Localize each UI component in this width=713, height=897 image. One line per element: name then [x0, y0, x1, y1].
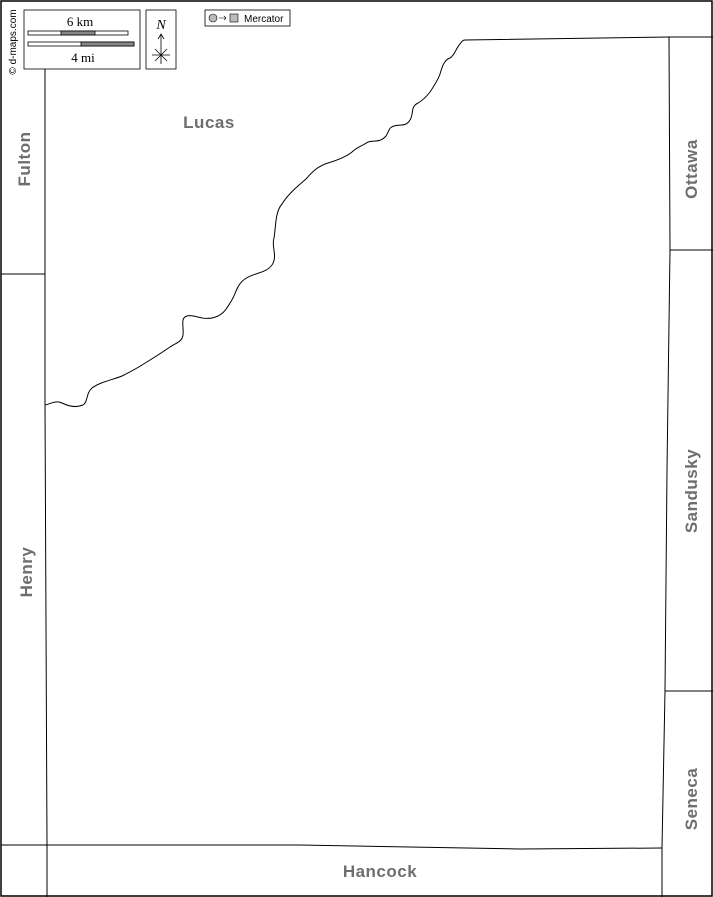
east-boundary — [661, 36, 671, 897]
scale-km-label: 6 km — [67, 14, 93, 29]
north-arrow: N — [145, 9, 177, 70]
arrow-right-icon — [219, 15, 227, 21]
north-letter: N — [155, 18, 166, 33]
county-label-ottawa: Ottawa — [682, 139, 701, 199]
projection-frame — [204, 9, 291, 27]
county-boundaries — [1, 36, 713, 897]
scale-mi-segment — [80, 41, 135, 47]
county-label-hancock: Hancock — [343, 862, 417, 881]
compass-icon — [152, 33, 170, 64]
scale-bar: 6 km 4 mi — [23, 9, 141, 70]
south-boundary — [1, 844, 663, 850]
county-label-seneca: Seneca — [682, 768, 701, 831]
lucas-boundary — [44, 39, 466, 407]
county-label-lucas: Lucas — [183, 113, 235, 132]
county-label-sandusky: Sandusky — [682, 449, 701, 533]
scale-mi-label: 4 mi — [71, 50, 95, 65]
credit-text: © d-maps.com — [8, 9, 19, 74]
county-label-fulton: Fulton — [15, 132, 34, 187]
west-boundary — [44, 44, 48, 897]
county-label-henry: Henry — [17, 547, 36, 598]
projection-label: Mercator — [244, 14, 284, 25]
scale-km-segment — [60, 30, 96, 36]
projection-box: Mercator — [204, 9, 291, 27]
flat-map-icon — [229, 13, 239, 23]
scale-box — [23, 9, 141, 70]
north-boundary — [464, 36, 713, 41]
globe-icon — [208, 13, 218, 23]
